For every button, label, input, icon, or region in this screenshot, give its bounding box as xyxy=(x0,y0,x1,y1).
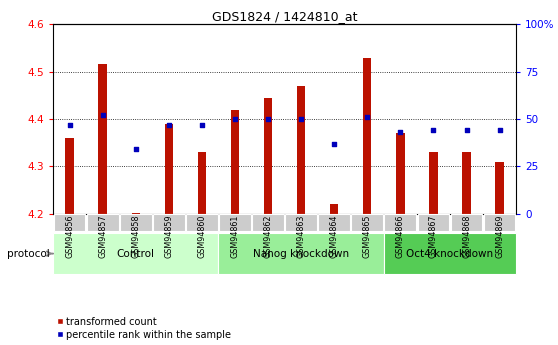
Bar xyxy=(330,205,338,214)
FancyBboxPatch shape xyxy=(120,214,152,231)
FancyBboxPatch shape xyxy=(417,214,449,231)
Bar xyxy=(165,124,173,214)
Text: GSM94864: GSM94864 xyxy=(330,215,339,258)
FancyBboxPatch shape xyxy=(484,214,516,231)
Bar xyxy=(231,110,239,214)
Text: GSM94857: GSM94857 xyxy=(98,215,107,258)
Text: GSM94868: GSM94868 xyxy=(462,215,471,258)
FancyBboxPatch shape xyxy=(186,214,218,231)
Text: GSM94861: GSM94861 xyxy=(230,215,239,258)
Text: protocol: protocol xyxy=(7,249,50,258)
FancyBboxPatch shape xyxy=(384,233,516,274)
Text: GSM94859: GSM94859 xyxy=(164,215,174,258)
FancyBboxPatch shape xyxy=(53,233,218,274)
FancyBboxPatch shape xyxy=(219,214,251,231)
Text: GSM94860: GSM94860 xyxy=(198,215,206,258)
FancyBboxPatch shape xyxy=(86,214,118,231)
Text: GSM94869: GSM94869 xyxy=(495,215,504,258)
Bar xyxy=(264,98,272,214)
FancyBboxPatch shape xyxy=(451,214,483,231)
Bar xyxy=(496,162,504,214)
Text: Nanog knockdown: Nanog knockdown xyxy=(253,249,349,258)
FancyBboxPatch shape xyxy=(285,214,317,231)
Text: GSM94865: GSM94865 xyxy=(363,215,372,258)
Text: GSM94856: GSM94856 xyxy=(65,215,74,258)
Bar xyxy=(99,65,107,214)
Point xyxy=(230,116,239,122)
Point xyxy=(131,147,140,152)
Point xyxy=(164,122,173,128)
Point xyxy=(98,112,107,118)
Bar xyxy=(396,133,405,214)
FancyBboxPatch shape xyxy=(318,214,350,231)
FancyBboxPatch shape xyxy=(153,214,185,231)
FancyBboxPatch shape xyxy=(252,214,284,231)
Point xyxy=(363,115,372,120)
Bar xyxy=(65,138,74,214)
Point xyxy=(330,141,339,147)
Bar xyxy=(463,152,470,214)
Text: GSM94858: GSM94858 xyxy=(131,215,140,258)
Point xyxy=(297,116,306,122)
FancyBboxPatch shape xyxy=(54,214,85,231)
Bar xyxy=(198,152,206,214)
Point xyxy=(65,122,74,128)
Point xyxy=(263,116,272,122)
Point xyxy=(495,128,504,133)
Bar xyxy=(429,152,437,214)
FancyBboxPatch shape xyxy=(218,233,384,274)
Point xyxy=(462,128,471,133)
FancyBboxPatch shape xyxy=(352,214,383,231)
Point xyxy=(198,122,206,128)
Text: Control: Control xyxy=(117,249,155,258)
Bar xyxy=(297,86,305,214)
Point xyxy=(429,128,438,133)
Bar xyxy=(363,58,372,214)
Legend: transformed count, percentile rank within the sample: transformed count, percentile rank withi… xyxy=(52,313,235,344)
Text: GSM94867: GSM94867 xyxy=(429,215,438,258)
FancyBboxPatch shape xyxy=(384,214,416,231)
Title: GDS1824 / 1424810_at: GDS1824 / 1424810_at xyxy=(212,10,357,23)
Point xyxy=(396,130,405,135)
Text: GSM94863: GSM94863 xyxy=(297,215,306,258)
Text: GSM94866: GSM94866 xyxy=(396,215,405,258)
Text: Oct4 knockdown: Oct4 knockdown xyxy=(406,249,493,258)
Text: GSM94862: GSM94862 xyxy=(263,215,272,258)
